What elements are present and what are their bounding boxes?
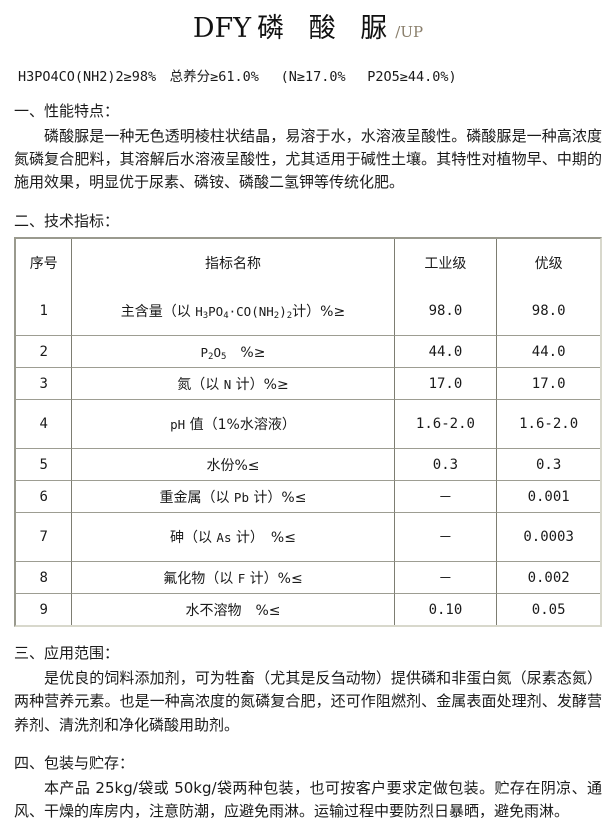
cell-index-name: 主含量（以 H3PO4·CO(NH2)2计）%≥ xyxy=(72,287,394,336)
cell-industrial-grade: 17.0 xyxy=(395,368,498,400)
cell-row-number: 2 xyxy=(16,336,72,368)
section-heading-performance: 一、性能特点： xyxy=(14,101,602,123)
cell-premium-grade: 0.001 xyxy=(497,481,600,513)
cell-row-number: 5 xyxy=(16,449,72,481)
title-latin: DFY xyxy=(193,13,251,44)
section-body-application: 是优良的饲料添加剂，可为牲畜（尤其是反刍动物）提供磷和非蛋白氮（尿素态氮）两种营… xyxy=(14,667,602,737)
cell-premium-grade: 0.0003 xyxy=(497,513,600,562)
cell-row-number: 7 xyxy=(16,513,72,562)
table-header-premium: 优级 xyxy=(497,239,600,287)
cell-industrial-grade: 1.6-2.0 xyxy=(395,400,498,449)
cell-industrial-grade: 0.3 xyxy=(395,449,498,481)
section-body-performance: 磷酸脲是一种无色透明棱柱状结晶，易溶于水，水溶液呈酸性。磷酸脲是一种高浓度氮磷复… xyxy=(14,125,602,195)
cell-row-number: 9 xyxy=(16,594,72,625)
cell-premium-grade: 17.0 xyxy=(497,368,600,400)
title-suffix: /UP xyxy=(395,23,423,41)
cell-row-number: 8 xyxy=(16,562,72,594)
cell-industrial-grade: 98.0 xyxy=(395,287,498,336)
cell-index-name: 氟化物（以 F 计）%≤ xyxy=(72,562,394,594)
cell-row-number: 3 xyxy=(16,368,72,400)
cell-index-name: 氮（以 N 计）%≥ xyxy=(72,368,394,400)
section-heading-application: 三、应用范围： xyxy=(14,643,602,665)
table-header-industrial: 工业级 xyxy=(395,239,498,287)
cell-index-name: P2O5 %≥ xyxy=(72,336,394,368)
cell-index-name: 水不溶物 %≤ xyxy=(72,594,394,625)
table-header-name: 指标名称 xyxy=(72,239,394,287)
cell-industrial-grade: 44.0 xyxy=(395,336,498,368)
cell-industrial-grade: 0.10 xyxy=(395,594,498,625)
section-heading-technical-index: 二、技术指标： xyxy=(14,211,602,233)
cell-index-name: 重金属（以 Pb 计）%≤ xyxy=(72,481,394,513)
cell-premium-grade: 0.05 xyxy=(497,594,600,625)
cell-premium-grade: 0.002 xyxy=(497,562,600,594)
section-body-packaging: 本产品 25kg/袋或 50kg/袋两种包装，也可按客户要求定做包装。贮存在阴凉… xyxy=(14,777,602,823)
cell-premium-grade: 1.6-2.0 xyxy=(497,400,600,449)
cell-premium-grade: 44.0 xyxy=(497,336,600,368)
cell-row-number: 1 xyxy=(16,287,72,336)
cell-index-name: 砷（以 As 计） %≤ xyxy=(72,513,394,562)
cell-index-name: pH 值（1%水溶液） xyxy=(72,400,394,449)
cell-index-name: 水份%≤ xyxy=(72,449,394,481)
cell-industrial-grade: － xyxy=(395,562,498,594)
cell-industrial-grade: － xyxy=(395,513,498,562)
title-han: 磷 酸 脲 xyxy=(251,13,395,44)
spec-summary-line: H3PO4CO(NH2)2≥98% 总养分≥61.0% (N≥17.0% P2O… xyxy=(14,65,602,85)
cell-industrial-grade: － xyxy=(395,481,498,513)
footer-sections: 三、应用范围： 是优良的饲料添加剂，可为牲畜（尤其是反刍动物）提供磷和非蛋白氮（… xyxy=(14,643,602,823)
table-header-row: 序号 指标名称 工业级 优级 xyxy=(16,239,600,287)
cell-premium-grade: 0.3 xyxy=(497,449,600,481)
table-header-no: 序号 xyxy=(16,239,72,287)
cell-premium-grade: 98.0 xyxy=(497,287,600,336)
cell-row-number: 4 xyxy=(16,400,72,449)
section-heading-packaging: 四、包装与贮存： xyxy=(14,753,602,775)
cell-row-number: 6 xyxy=(16,481,72,513)
